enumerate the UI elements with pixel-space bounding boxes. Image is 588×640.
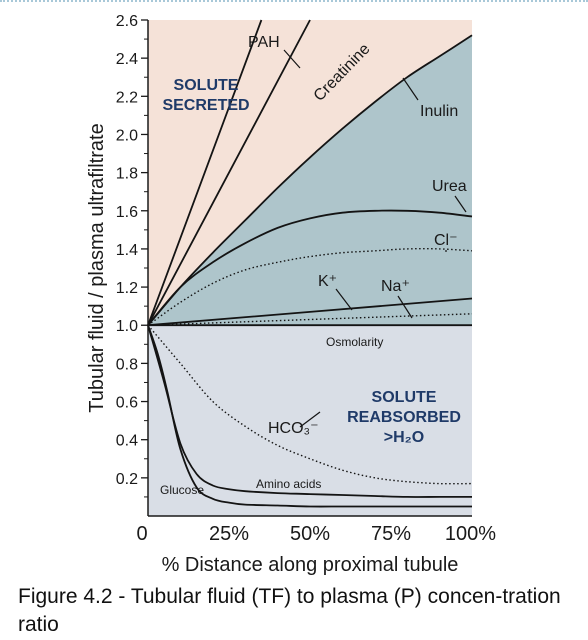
- label-leader-line: [283, 49, 301, 69]
- series-label: K⁺: [318, 273, 337, 290]
- label-leader-line: [454, 195, 467, 213]
- label-leader-line: [299, 411, 321, 428]
- label-leader-line: [402, 77, 419, 101]
- y-tick-label: 0.6: [116, 395, 138, 412]
- y-tick-label: 1.0: [116, 318, 138, 335]
- y-tick-label: 2.0: [116, 127, 138, 144]
- series-pah: [147, 19, 263, 326]
- chart-axes: 0.2 0.4 0.6 0.8 1.0 1.2 1.4 1.6 1.8 2.0 2.2 2.4 2.6 0…: [86, 13, 496, 576]
- y-tick-label: 2.2: [116, 89, 138, 106]
- y-tick-label: 0.2: [116, 471, 138, 488]
- region-label-line: >H₂O: [384, 429, 424, 446]
- x-tick-label: 100%: [445, 523, 496, 545]
- series-inulin: [147, 34, 473, 326]
- y-tick-label: 1.2: [116, 280, 138, 297]
- series-glucose: [147, 324, 472, 508]
- chart: 0.2 0.4 0.6 0.8 1.0 1.2 1.4 1.6 1.8 2.0 2.2 2.4 2.6 0…: [86, 13, 496, 576]
- x-tick-label: 75%: [371, 523, 411, 545]
- series-label: PAH: [248, 34, 280, 51]
- y-tick-label: 2.4: [116, 51, 138, 68]
- y-tick-label: 1.4: [116, 242, 138, 259]
- x-tick-label: 0: [136, 523, 147, 545]
- region-label-line: SOLUTE: [174, 77, 239, 94]
- series-k: [147, 297, 473, 327]
- series-creatinine: [147, 19, 311, 326]
- series-urea: [147, 209, 473, 326]
- series-label: Urea: [432, 178, 467, 195]
- y-tick-label: 0.4: [116, 433, 138, 450]
- y-tick-label: 1.6: [116, 204, 138, 221]
- top-dotted-rule: [0, 0, 588, 4]
- reabsorbed-region: [148, 325, 472, 516]
- region-label-line: SECRETED: [162, 97, 249, 114]
- series-label: Glucose: [160, 483, 204, 497]
- series-label: Cl⁻: [434, 232, 458, 249]
- series-label: Amino acids: [256, 477, 321, 491]
- x-tick-label: 50%: [290, 523, 330, 545]
- series-na: [147, 313, 473, 326]
- region-label-line: REABSORBED: [347, 409, 461, 426]
- chart-series-layer: [147, 19, 473, 508]
- x-axis-title: % Distance along proximal tubule: [162, 554, 459, 576]
- series-label: HCO₃⁻: [268, 420, 319, 437]
- series-label: Osmolarity: [326, 335, 383, 349]
- y-axis-title: Tubular fluid / plasma ultrafiltrate: [86, 123, 108, 412]
- y-tick-label: 1.8: [116, 166, 138, 183]
- label-leader-line: [335, 288, 353, 311]
- region-label-line: SOLUTE: [372, 389, 437, 406]
- y-tick-label: 0.8: [116, 356, 138, 373]
- series-label: Inulin: [420, 103, 458, 120]
- label-leader-line: [397, 295, 413, 319]
- series-amino-acids: [147, 324, 472, 498]
- figure-caption: Figure 4.2 - Tubular fluid (TF) to plasm…: [18, 585, 561, 636]
- x-tick-label: 25%: [209, 523, 249, 545]
- y-tick-label: 2.6: [116, 13, 138, 30]
- series-label: Na⁺: [381, 278, 410, 295]
